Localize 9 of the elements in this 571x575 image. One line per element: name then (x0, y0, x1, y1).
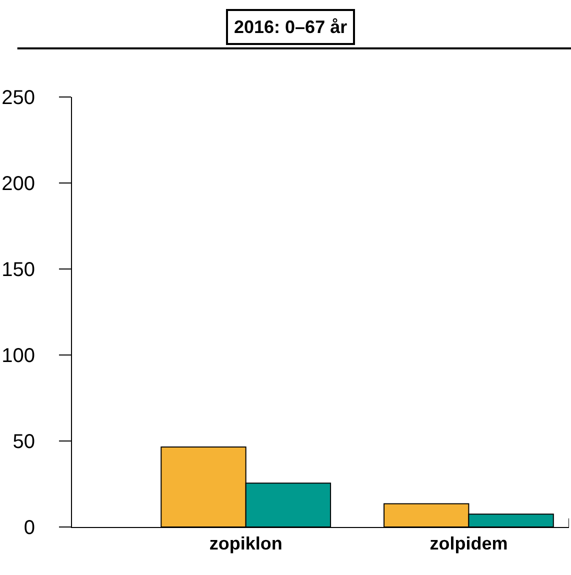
y-tick-label: 200 (2, 173, 35, 195)
x-tick-label: zolpidem (430, 534, 508, 554)
y-tick-label: 50 (12, 431, 35, 453)
y-tick-label: 150 (2, 259, 35, 281)
x-tick-label: zopiklon (209, 534, 282, 554)
chart-title: 2016: 0–67 år (234, 17, 348, 37)
y-tick-label: 250 (2, 87, 35, 109)
y-tick-label: 100 (2, 345, 35, 367)
y-tick-label: 0 (24, 517, 35, 539)
